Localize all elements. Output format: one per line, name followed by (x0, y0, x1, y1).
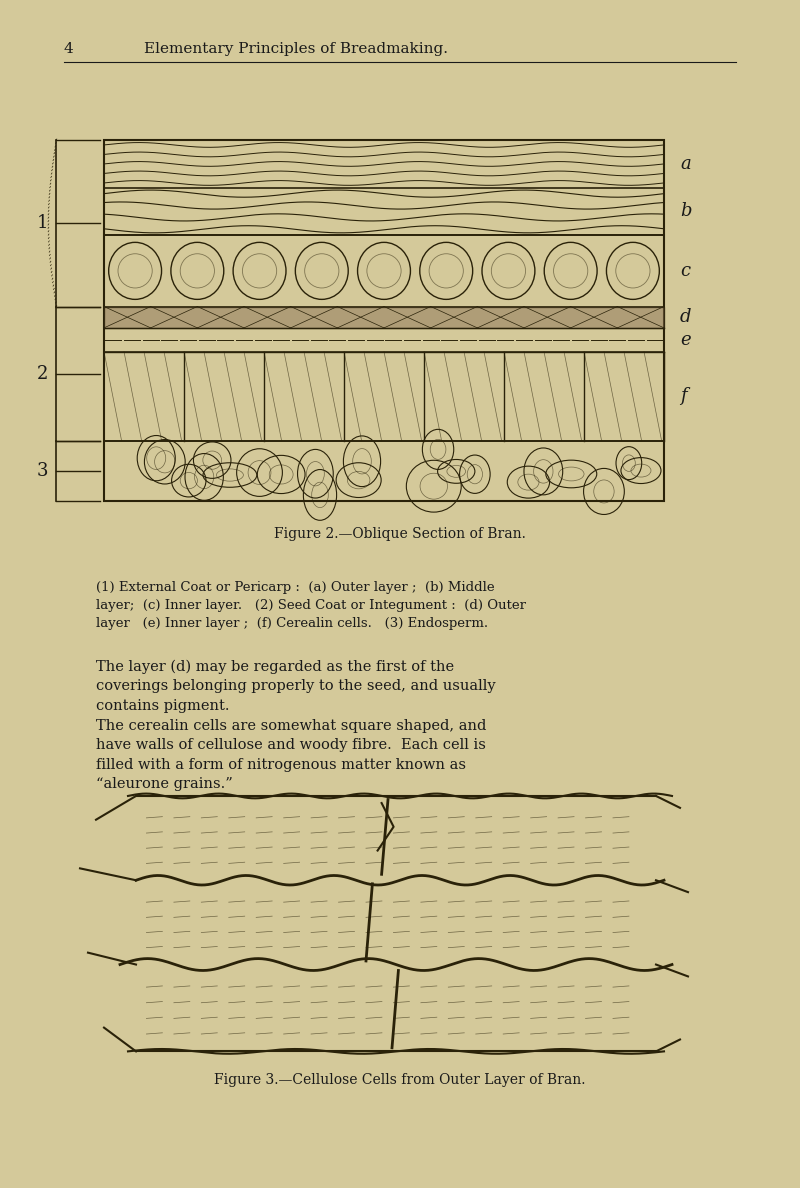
Text: d: d (680, 308, 691, 327)
Text: The layer (d) may be regarded as the first of the
coverings belonging properly t: The layer (d) may be regarded as the fir… (96, 659, 496, 713)
Text: c: c (680, 261, 690, 280)
Text: a: a (680, 154, 690, 173)
Text: f: f (680, 387, 686, 405)
Text: Figure 3.—Cellulose Cells from Outer Layer of Bran.: Figure 3.—Cellulose Cells from Outer Lay… (214, 1073, 586, 1087)
Text: b: b (680, 202, 691, 221)
Text: 2: 2 (37, 365, 48, 383)
Text: 4: 4 (64, 42, 74, 56)
Bar (104, 307, 664, 328)
Text: Figure 2.—Oblique Section of Bran.: Figure 2.—Oblique Section of Bran. (274, 527, 526, 542)
Text: The cerealin cells are somewhat square shaped, and
have walls of cellulose and w: The cerealin cells are somewhat square s… (96, 719, 486, 791)
Text: (1) External Coat or Pericarp :  (a) Outer layer ;  (b) Middle
layer;  (c) Inner: (1) External Coat or Pericarp : (a) Oute… (96, 581, 526, 630)
Text: e: e (680, 330, 690, 349)
Text: 1: 1 (37, 214, 48, 233)
Text: Elementary Principles of Breadmaking.: Elementary Principles of Breadmaking. (144, 42, 448, 56)
Text: 3: 3 (37, 462, 48, 480)
